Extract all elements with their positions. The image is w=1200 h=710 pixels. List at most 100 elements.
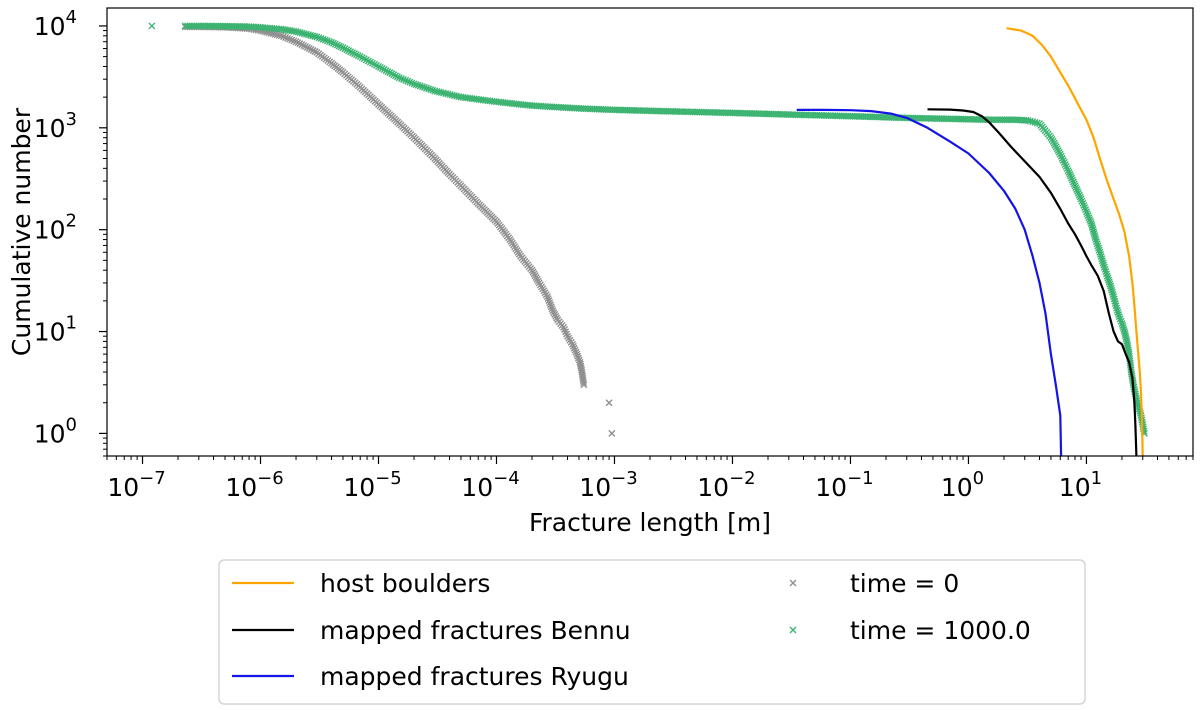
data-point (397, 75, 405, 83)
data-point (1085, 214, 1093, 222)
data-point (1073, 186, 1081, 194)
data-point (331, 40, 339, 48)
data-point (580, 381, 588, 389)
data-point (277, 32, 285, 40)
data-point (545, 297, 553, 305)
x-tick-label: 10−4 (461, 468, 519, 502)
data-point (1070, 180, 1078, 188)
data-point (284, 34, 292, 42)
data-point (1089, 226, 1097, 234)
series-line-mapped-fractures-bennu (927, 108, 1138, 457)
legend-item-host-boulders: host boulders (232, 569, 490, 598)
data-point (1069, 178, 1077, 186)
data-point (1099, 259, 1107, 267)
data-point (1075, 191, 1083, 199)
legend-swatch (789, 626, 797, 634)
x-tick-label: 10−5 (343, 468, 401, 502)
data-point (1093, 240, 1101, 248)
x-tick-label: 101 (1059, 468, 1102, 502)
y-tick-label: 103 (34, 109, 77, 143)
data-point (148, 22, 156, 30)
data-point (1088, 221, 1096, 229)
data-point (1092, 238, 1100, 246)
series-line-host-boulders (1006, 27, 1144, 457)
data-point (420, 83, 428, 91)
data-point (325, 38, 333, 46)
data-point (315, 34, 323, 42)
y-tick-label: 104 (34, 7, 77, 41)
data-point (1113, 304, 1121, 312)
data-point (575, 356, 583, 364)
line-layer (796, 27, 1144, 457)
data-point (1091, 232, 1099, 240)
data-point (402, 76, 410, 84)
data-point (572, 348, 580, 356)
legend-swatch (789, 579, 797, 587)
data-point (1071, 182, 1079, 190)
data-point (1072, 184, 1080, 192)
data-point (335, 42, 343, 50)
data-point (395, 74, 403, 82)
x-tick-label: 10−2 (697, 468, 755, 502)
legend-frame (218, 559, 1086, 705)
legend-item-time-1000-0: time = 1000.0 (789, 616, 1031, 645)
data-point (574, 354, 582, 362)
data-point (1086, 216, 1094, 224)
data-point (574, 352, 582, 360)
legend-item-mapped-fractures-bennu: mapped fractures Bennu (232, 616, 631, 645)
legend: host boulders mapped fractures Bennu mappe… (218, 559, 1086, 705)
series-line-mapped-fractures-ryugu (796, 108, 1063, 457)
data-point (408, 79, 416, 87)
data-point (427, 86, 435, 94)
data-point (333, 41, 341, 49)
data-point (410, 80, 418, 88)
data-point (568, 340, 576, 348)
data-point (1114, 308, 1122, 316)
x-tick-label: 100 (941, 468, 984, 502)
data-point (328, 38, 336, 46)
data-point (288, 36, 296, 44)
data-point (282, 34, 289, 41)
data-point (1115, 311, 1123, 318)
data-point (275, 31, 283, 39)
y-axis-label: Cumulative number (7, 107, 36, 356)
data-point (1068, 176, 1076, 184)
data-point (404, 77, 412, 85)
data-point (580, 379, 588, 387)
data-point (1092, 236, 1100, 244)
data-point (1064, 167, 1072, 175)
data-point (570, 344, 578, 352)
data-point (418, 83, 426, 91)
data-point (1033, 119, 1041, 127)
data-point (1106, 280, 1114, 288)
legend-label: mapped fractures Ryugu (320, 662, 629, 691)
data-point (1091, 234, 1099, 242)
data-point (543, 293, 551, 301)
data-point (1097, 250, 1105, 258)
data-point (544, 295, 552, 303)
data-point (1098, 255, 1106, 263)
x-axis-ticks: 10−7 10−6 10−5 10−4 10−3 10−2 10−1 100 101 (106, 456, 1194, 502)
data-point (1082, 208, 1090, 216)
data-point (1090, 230, 1098, 238)
data-point (1095, 244, 1103, 252)
y-axis-ticks: 100 101 102 103 104 (34, 7, 107, 457)
legend-label: host boulders (320, 569, 490, 598)
data-point (1103, 272, 1111, 280)
data-point (422, 84, 430, 92)
data-point (290, 37, 298, 45)
data-point (1098, 257, 1106, 265)
marker-layer (148, 22, 1148, 437)
data-point (319, 35, 327, 43)
data-point (1095, 246, 1103, 254)
data-point (399, 76, 407, 83)
data-point (548, 305, 556, 313)
data-point (1087, 218, 1095, 226)
legend-label: time = 0 (850, 569, 959, 598)
data-point (321, 36, 329, 44)
data-point (1083, 210, 1091, 218)
data-point (416, 82, 424, 90)
data-point (406, 78, 414, 86)
data-point (337, 43, 345, 51)
